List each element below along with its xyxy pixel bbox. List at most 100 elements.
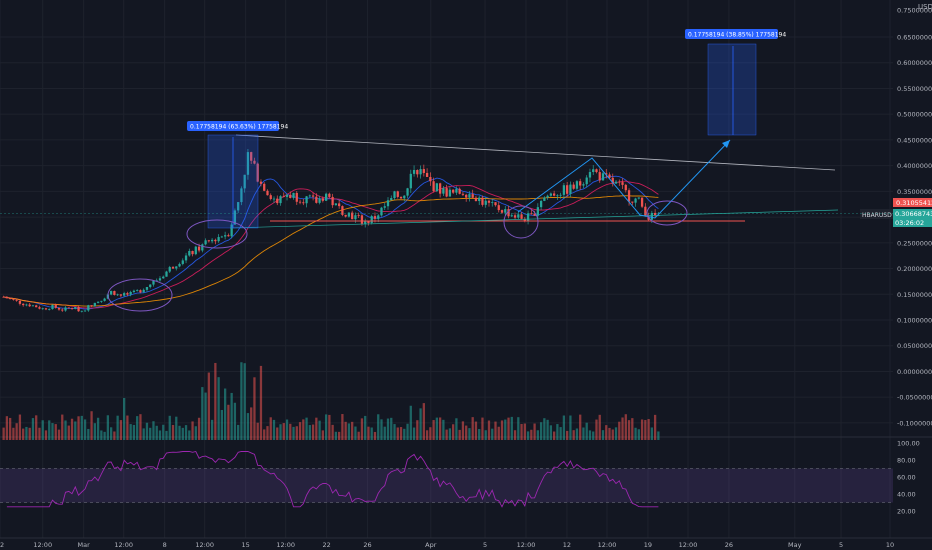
candle-body: [57, 307, 61, 310]
volume-bar: [227, 404, 230, 440]
candle-body: [523, 218, 526, 221]
candle-body: [367, 221, 370, 223]
candle-body: [582, 184, 585, 186]
candle-body: [123, 293, 126, 296]
volume-bar: [637, 429, 640, 440]
candle-body: [399, 196, 403, 199]
candle-body: [481, 197, 484, 205]
highlight-ellipse[interactable]: [186, 219, 248, 249]
candle-body: [305, 196, 308, 204]
time-axis[interactable]: 22 12:00 Mar 12:00 8 12:00 15 12:00 22 26 Apr 5 12:0…: [0, 541, 894, 549]
volume-bar: [171, 424, 175, 440]
volume-bar: [585, 422, 588, 440]
candle-body: [103, 298, 106, 301]
time-tick-label: 22: [322, 541, 330, 549]
candle-body: [562, 185, 566, 195]
time-tick-label: 8: [163, 541, 167, 549]
volume-bar: [106, 415, 110, 440]
highlight-ellipse[interactable]: [107, 278, 173, 312]
candle-body: [109, 291, 113, 295]
drawing-tools[interactable]: 0.17758194 (63.63%) 17758194 0.17758194 (…: [107, 29, 839, 312]
candle-body: [204, 240, 207, 245]
symbol-label: HBARUSD: [862, 212, 892, 219]
rsi-line: [6, 450, 659, 508]
candle-body: [80, 310, 83, 312]
time-tick-label: 12: [563, 541, 571, 549]
candle-body: [569, 184, 572, 194]
candle-body: [318, 198, 321, 203]
currency-label: USD: [918, 3, 932, 11]
candle-body: [246, 152, 250, 175]
volume-bar: [370, 427, 373, 440]
volume-bar: [25, 426, 28, 440]
projection-path[interactable]: [517, 139, 731, 219]
measure-box-right[interactable]: [707, 43, 757, 136]
volume-bar: [380, 419, 383, 440]
volume-bar: [432, 420, 435, 440]
volume-bar: [158, 430, 162, 440]
volume-bar: [468, 428, 471, 440]
candle-body: [321, 198, 324, 201]
candle-body: [87, 305, 90, 311]
candle-body: [403, 195, 406, 199]
volume-bar: [406, 423, 409, 440]
volume-bar: [155, 425, 158, 440]
candle-body: [445, 188, 448, 197]
candle-body: [406, 188, 409, 196]
candle-body: [419, 169, 422, 175]
candle-body: [631, 201, 634, 203]
volume-bar: [569, 415, 572, 440]
green-trendline[interactable]: [229, 209, 839, 229]
candle-body: [601, 173, 605, 181]
volume-bar: [279, 424, 282, 440]
volume-bar: [533, 423, 536, 440]
candle-body: [517, 214, 520, 218]
candle-body: [380, 207, 383, 216]
volume-bar: [175, 416, 178, 440]
volume-bar: [598, 414, 601, 440]
volume-bar: [162, 424, 165, 440]
candle-body: [197, 246, 201, 251]
candle-body: [429, 176, 432, 182]
volume-bar: [54, 424, 57, 440]
volume-bar: [539, 422, 543, 440]
candle-body: [438, 183, 442, 194]
volume-bar: [546, 419, 549, 440]
candle-body: [256, 163, 259, 182]
volume-bar: [608, 427, 611, 440]
volume-bar: [650, 427, 653, 440]
moving-averages: [3, 175, 659, 310]
candle-body: [618, 181, 621, 183]
candle-body: [201, 244, 204, 251]
candle-body: [598, 172, 601, 181]
candle-body: [520, 214, 523, 219]
candle-body: [474, 197, 478, 202]
volume-bar: [35, 415, 38, 440]
candle-body: [461, 193, 465, 195]
candle-body: [533, 214, 536, 216]
volume-bar: [129, 424, 132, 440]
volume-bar: [618, 421, 621, 440]
candle-body: [539, 200, 543, 208]
time-tick-label: 5: [839, 541, 843, 549]
candle-body: [588, 172, 592, 178]
candle-body: [9, 298, 12, 300]
volume-bar: [595, 419, 598, 440]
candle-body: [634, 198, 637, 203]
highlight-ellipse[interactable]: [646, 200, 688, 226]
volume-bar: [237, 424, 240, 440]
volume-bar: [386, 418, 390, 440]
volume-bar: [513, 430, 517, 440]
resistance-trendline[interactable]: [235, 134, 836, 171]
time-tick-label: 22: [0, 541, 4, 549]
volume-bar: [302, 419, 305, 440]
candle-body: [452, 189, 455, 193]
highlight-ellipse[interactable]: [503, 205, 539, 239]
candle-body: [478, 197, 481, 202]
volume-bar: [181, 427, 184, 440]
volume-bar: [142, 428, 145, 440]
